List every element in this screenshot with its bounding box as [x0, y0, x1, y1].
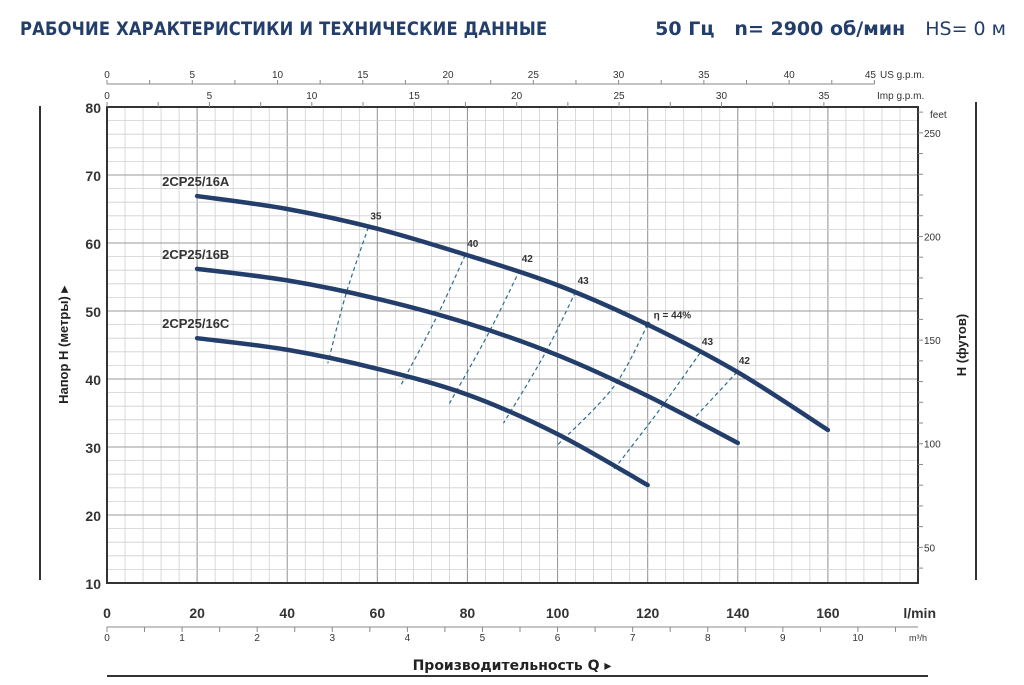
curve-label: 2CP25/16A — [162, 174, 230, 189]
pump-curve — [194, 335, 650, 488]
x-tick-label: 160 — [816, 605, 840, 621]
svg-text:4: 4 — [405, 633, 411, 644]
y-tick-label: 60 — [85, 236, 101, 252]
svg-text:45: 45 — [865, 70, 877, 81]
y-tick-label: 20 — [85, 508, 101, 524]
efficiency-label: 35 — [370, 211, 382, 222]
efficiency-line — [502, 291, 577, 424]
header-specs: 50 Гц n= 2900 об/мин HS= 0 м — [655, 18, 1006, 40]
efficiency-line — [557, 324, 649, 446]
svg-text:5: 5 — [189, 70, 195, 81]
svg-text:Imp g.p.m.: Imp g.p.m. — [877, 91, 924, 102]
svg-text:6: 6 — [555, 633, 561, 644]
grid — [106, 106, 919, 584]
x-tick-label: 0 — [103, 605, 111, 621]
x-tick-label: 20 — [189, 605, 205, 621]
svg-text:250: 250 — [924, 129, 941, 140]
svg-text:30: 30 — [716, 91, 728, 102]
svg-text:1: 1 — [179, 633, 185, 644]
y-tick-label: 30 — [85, 440, 101, 456]
pump-curves: 2CP25/16A 2CP25/16B 2CP25/16C — [162, 174, 831, 488]
y-tick-label: 40 — [85, 372, 101, 388]
y-tick-label: 50 — [85, 304, 101, 320]
svg-text:9: 9 — [780, 633, 786, 644]
svg-text:50: 50 — [924, 543, 936, 554]
svg-text:10: 10 — [306, 91, 318, 102]
efficiency-label: 42 — [522, 254, 534, 265]
x-tick-label: 40 — [279, 605, 295, 621]
curve-label: 2CP25/16B — [162, 247, 229, 262]
svg-text:25: 25 — [528, 70, 540, 81]
svg-text:l/min: l/min — [903, 605, 936, 621]
svg-text:15: 15 — [357, 70, 369, 81]
efficiency-line — [327, 227, 369, 364]
svg-text:m³/h: m³/h — [909, 633, 927, 643]
svg-text:Производительность Q ▸: Производительность Q ▸ — [413, 658, 612, 674]
svg-text:35: 35 — [818, 91, 830, 102]
x-tick-label: 140 — [726, 605, 750, 621]
svg-text:8: 8 — [705, 633, 711, 644]
efficiency-label: η = 44% — [654, 311, 692, 322]
x-tick-label: 80 — [460, 605, 476, 621]
efficiency-lines: 35 40 42 43 η = 44% 43 42 — [327, 211, 751, 470]
svg-text:25: 25 — [613, 91, 625, 102]
svg-text:30: 30 — [613, 70, 625, 81]
efficiency-line — [613, 352, 701, 470]
pump-curve — [194, 193, 831, 433]
svg-text:7: 7 — [630, 633, 636, 644]
svg-text:3: 3 — [329, 633, 335, 644]
svg-text:20: 20 — [443, 70, 455, 81]
svg-text:0: 0 — [104, 633, 110, 644]
efficiency-label: 40 — [467, 239, 479, 250]
svg-text:2: 2 — [254, 633, 260, 644]
efficiency-label: 42 — [739, 356, 751, 367]
svg-text:US g.p.m.: US g.p.m. — [880, 70, 924, 81]
y-tick-label: 80 — [85, 100, 101, 116]
svg-text:feet: feet — [930, 110, 947, 121]
svg-text:0: 0 — [104, 91, 110, 102]
efficiency-line — [399, 254, 466, 388]
frequency-label: 50 Гц — [655, 18, 715, 40]
page-title: РАБОЧИЕ ХАРАКТЕРИСТИКИ И ТЕХНИЧЕСКИЕ ДАН… — [20, 18, 548, 40]
efficiency-label: 43 — [578, 276, 590, 287]
svg-text:10: 10 — [272, 70, 284, 81]
x-tick-label: 100 — [546, 605, 570, 621]
svg-text:200: 200 — [924, 232, 941, 243]
y-tick-label: 70 — [85, 168, 101, 184]
svg-text:0: 0 — [104, 70, 110, 81]
hs-label: HS= 0 м — [925, 18, 1006, 40]
efficiency-label: 43 — [702, 337, 714, 348]
svg-text:35: 35 — [698, 70, 710, 81]
speed-label: n= 2900 об/мин — [734, 18, 906, 40]
svg-text:10: 10 — [852, 633, 864, 644]
svg-text:5: 5 — [480, 633, 486, 644]
svg-text:150: 150 — [924, 336, 941, 347]
x-tick-label: 60 — [370, 605, 386, 621]
curve-label: 2CP25/16C — [162, 316, 230, 331]
svg-text:100: 100 — [924, 440, 941, 451]
x-tick-label: 120 — [636, 605, 660, 621]
svg-text:Напор H (метры) ▸: Напор H (метры) ▸ — [56, 285, 71, 404]
svg-text:20: 20 — [511, 91, 523, 102]
svg-text:15: 15 — [409, 91, 421, 102]
y-tick-label: 10 — [85, 576, 101, 592]
svg-text:5: 5 — [207, 91, 213, 102]
svg-text:40: 40 — [784, 70, 796, 81]
svg-text:H (футов): H (футов) — [954, 314, 969, 376]
efficiency-line — [448, 269, 521, 404]
pump-curve — [194, 266, 741, 446]
